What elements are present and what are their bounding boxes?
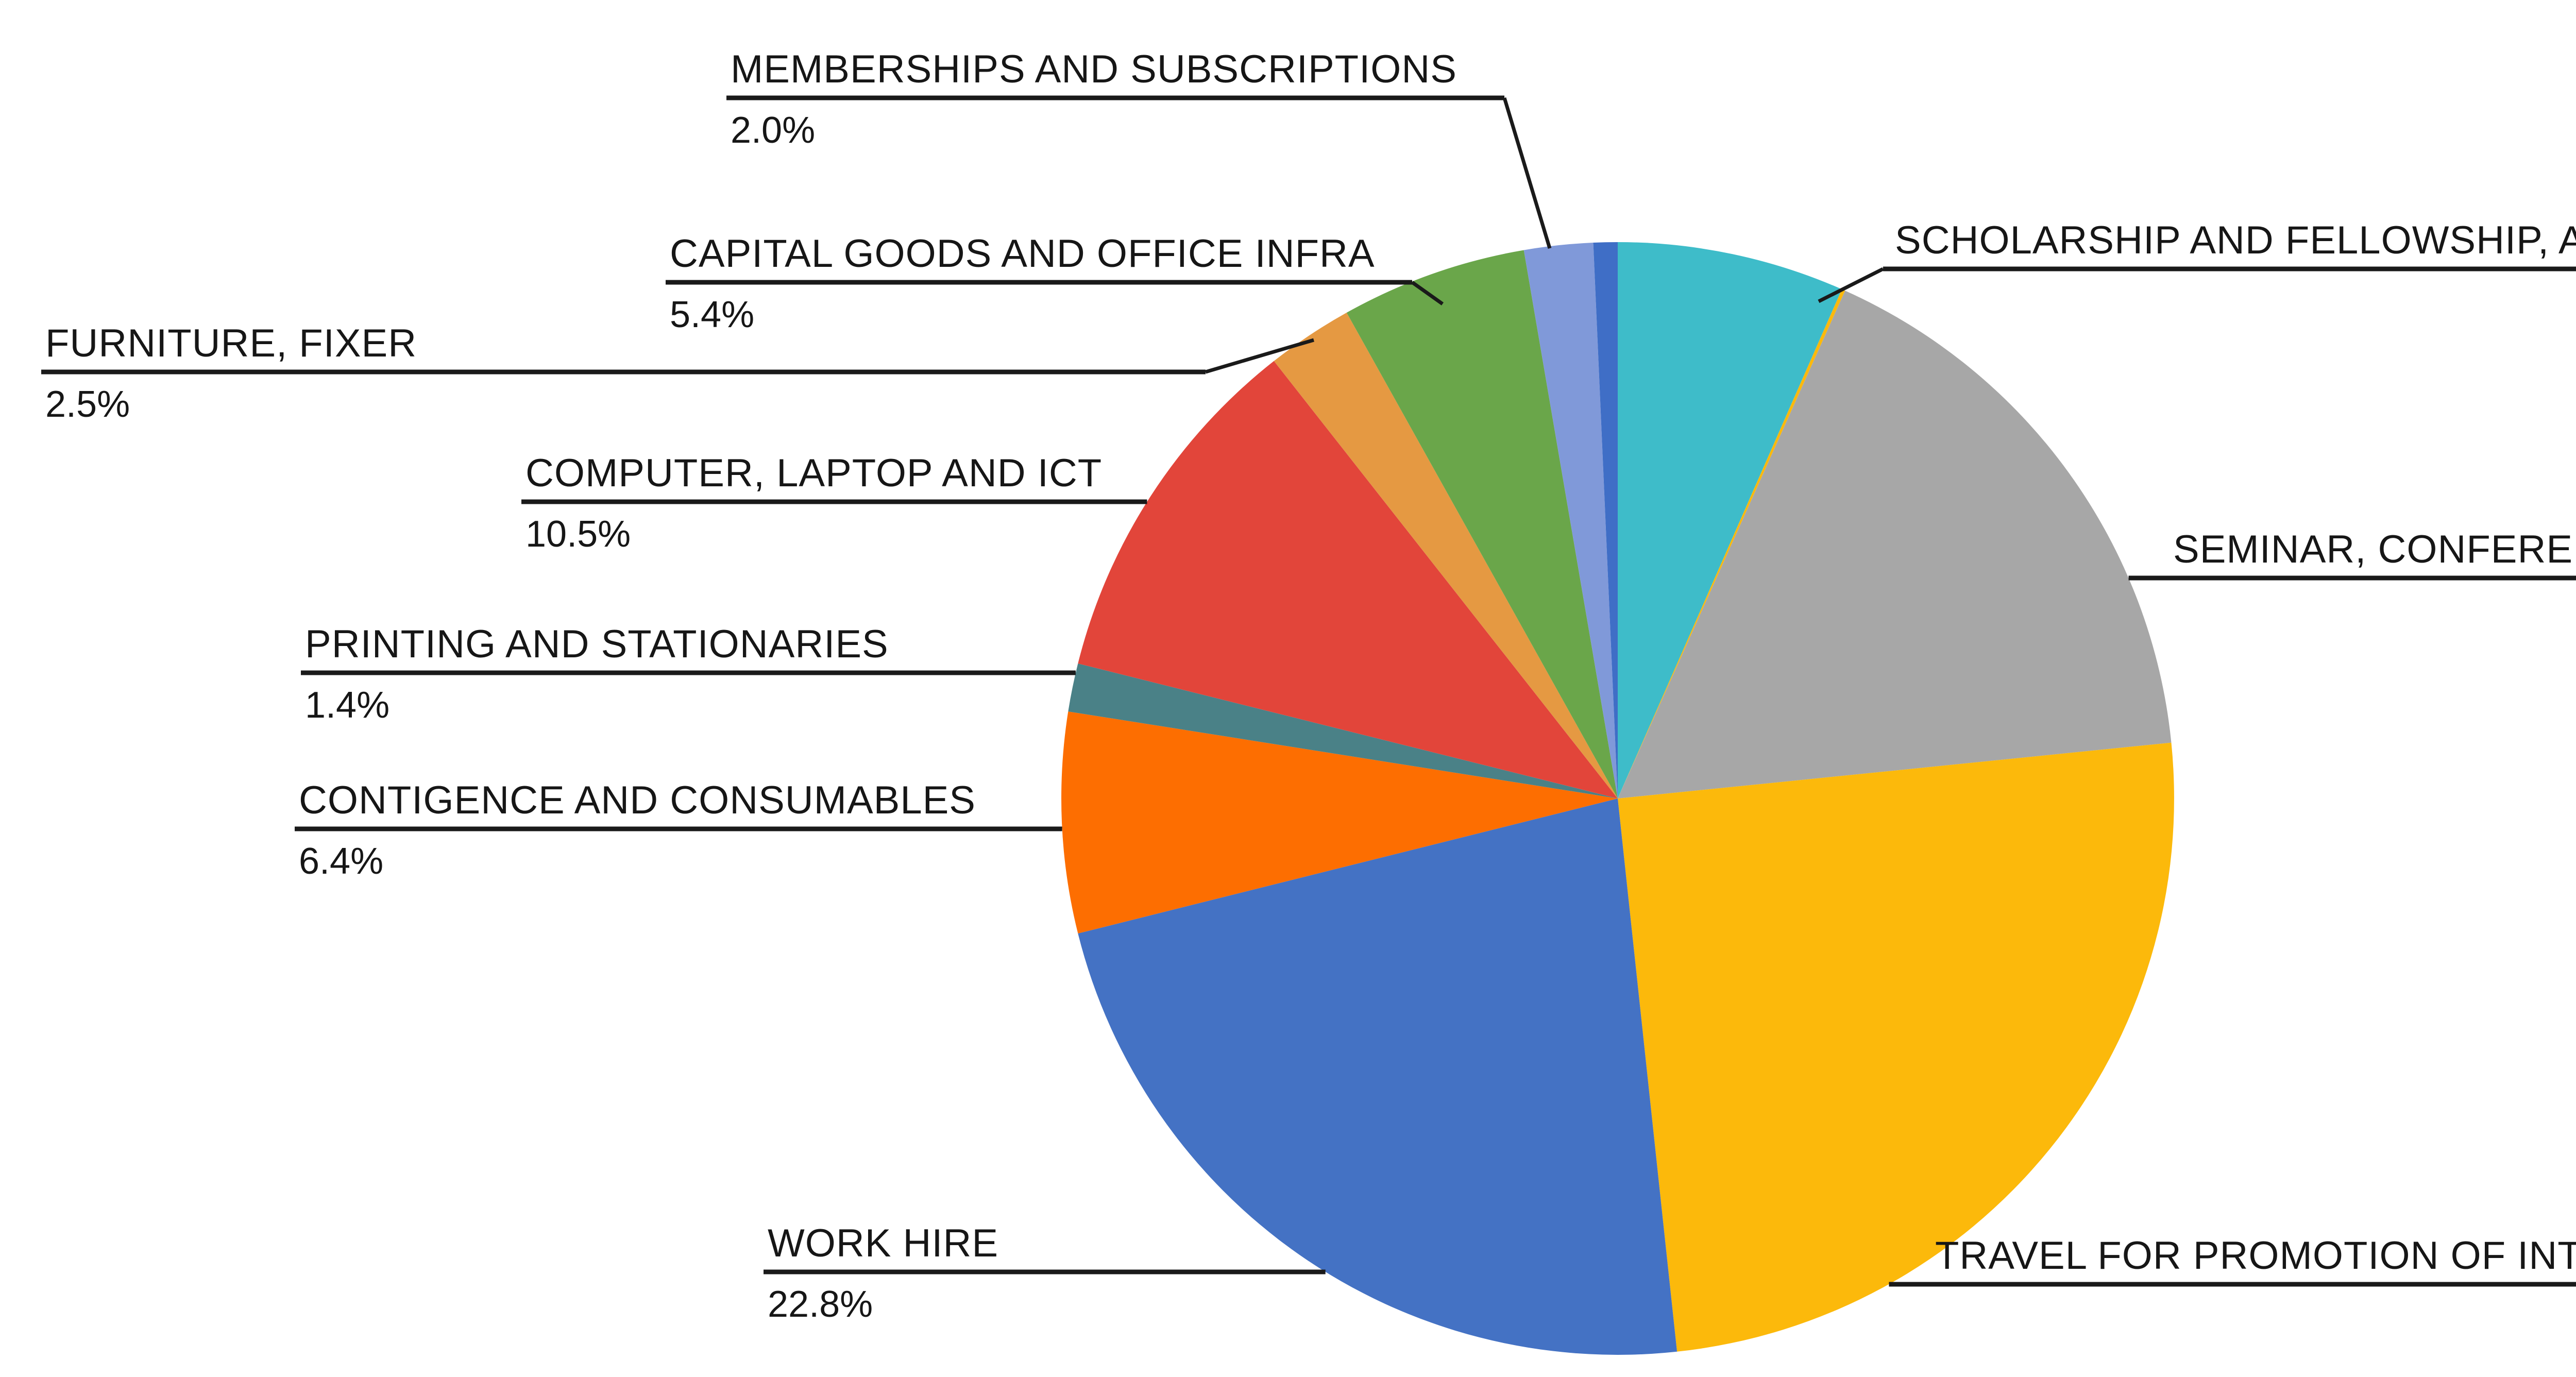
slice-label-printing: PRINTING AND STATIONARIES — [305, 622, 889, 666]
callout-line — [1502, 97, 1552, 249]
slice-percent-computer: 10.5% — [526, 514, 631, 555]
pie-slice-4[interactable] — [1078, 798, 1677, 1355]
slice-percent-work-hire: 22.8% — [768, 1284, 873, 1325]
pie-slice-7[interactable] — [1078, 361, 1618, 798]
slice-percent-printing: 1.4% — [305, 685, 390, 726]
slice-label-capital-goods: CAPITAL GOODS AND OFFICE INFRA — [670, 232, 1375, 276]
callout-line — [1205, 338, 1314, 374]
slice-label-furniture: FURNITURE, FIXER — [45, 321, 417, 365]
pie-slice-11[interactable] — [1593, 242, 1618, 798]
slice-percent-furniture: 2.5% — [45, 384, 130, 425]
slice-label-work-hire: WORK HIRE — [768, 1221, 999, 1265]
pie — [1061, 242, 2174, 1355]
pie-slice-5[interactable] — [1061, 711, 1618, 933]
slice-percent-contigence: 6.4% — [299, 841, 384, 882]
slice-label-computer: COMPUTER, LAPTOP AND ICT — [526, 451, 1103, 495]
pie-slice-6[interactable] — [1068, 664, 1618, 798]
slice-label-scholarship: SCHOLARSHIP AND FELLOWSHIP, AWARDS, REWA… — [1895, 218, 2576, 262]
callout-lines — [41, 95, 2576, 1287]
slice-label-seminar: SEMINAR, CONFERENCE, EVENTS AND DELE... — [2173, 528, 2576, 571]
pie-slice-0[interactable] — [1618, 242, 1842, 798]
callout-line — [1818, 267, 1884, 303]
slice-percent-capital-goods: 5.4% — [670, 294, 755, 335]
slice-label-travel: TRAVEL FOR PROMOTION OF INTERNATIONAL RE… — [1935, 1234, 2576, 1278]
callout-line — [1411, 281, 1444, 305]
pie-slice-9[interactable] — [1346, 250, 1618, 799]
pie-slice-8[interactable] — [1274, 312, 1618, 798]
pie-slice-3[interactable] — [1618, 742, 2174, 1352]
pie-slice-10[interactable] — [1523, 243, 1618, 798]
pie-slice-2[interactable] — [1618, 291, 2172, 798]
slice-percent-memberships: 2.0% — [731, 110, 816, 151]
slice-label-memberships: MEMBERSHIPS AND SUBSCRIPTIONS — [731, 47, 1457, 91]
slice-label-contigence: CONTIGENCE AND CONSUMABLES — [299, 778, 976, 822]
pie-slice-1[interactable] — [1618, 289, 1845, 799]
